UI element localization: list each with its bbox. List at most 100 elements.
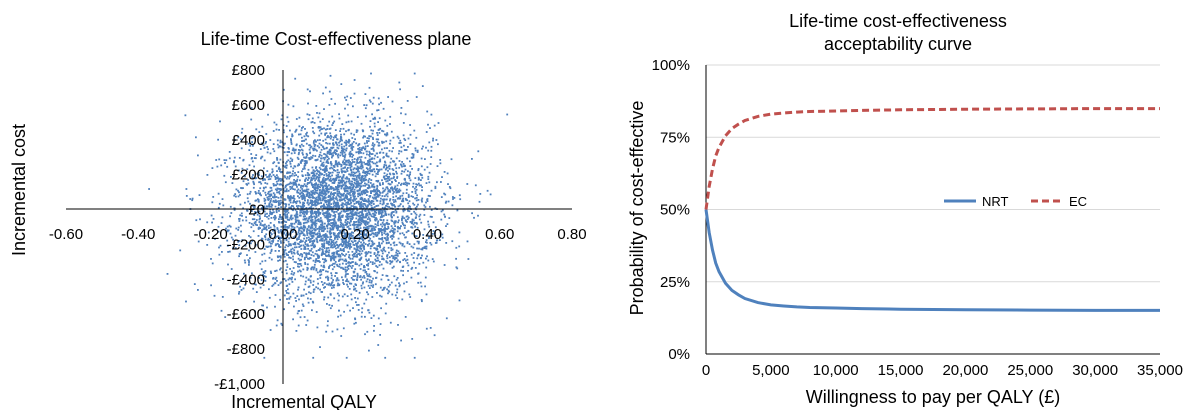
scatter-point [353, 92, 356, 95]
scatter-point [360, 149, 363, 151]
scatter-point [398, 241, 401, 244]
scatter-point [357, 195, 359, 198]
scatter-point [287, 183, 290, 186]
scatter-point [341, 252, 343, 255]
scatter-point [339, 216, 342, 219]
scatter-point [281, 236, 283, 239]
scatter-point [364, 222, 367, 225]
scatter-point [355, 197, 358, 200]
scatter-point [304, 243, 307, 246]
scatter-point [370, 148, 373, 150]
scatter-point [355, 221, 358, 223]
scatter-point [272, 208, 274, 211]
scatter-point [261, 220, 264, 222]
scatter-point [213, 294, 216, 297]
scatter-point [276, 200, 278, 203]
scatter-point [284, 142, 286, 145]
scatter-point [376, 195, 379, 198]
scatter-point [334, 275, 336, 277]
scatter-point [398, 81, 401, 84]
scatter-point [237, 226, 240, 229]
scatter-point [339, 218, 342, 221]
scatter-point [367, 209, 370, 212]
scatter-point [352, 307, 354, 309]
scatter-point [349, 202, 352, 205]
scatter-point [234, 234, 237, 237]
scatter-point [327, 253, 330, 256]
scatter-point [358, 170, 360, 173]
scatter-point [377, 189, 379, 192]
scatter-point [320, 128, 322, 131]
scatter-point [348, 152, 351, 154]
scatter-point [335, 174, 338, 177]
scatter-point [364, 175, 367, 178]
scatter-point [296, 250, 299, 253]
scatter-point [355, 321, 357, 324]
scatter-point [349, 211, 352, 214]
scatter-point [417, 168, 420, 170]
scatter-point [380, 223, 382, 226]
scatter-point [363, 199, 366, 202]
scatter-point [306, 182, 309, 184]
scatter-point [404, 252, 407, 254]
scatter-point [370, 233, 373, 236]
scatter-point [210, 214, 213, 217]
scatter-point [341, 152, 344, 154]
scatter-point [346, 235, 348, 238]
scatter-point [346, 244, 349, 247]
scatter-point [240, 212, 243, 215]
scatter-point [221, 216, 224, 219]
scatter-point [334, 261, 337, 263]
scatter-point [279, 255, 282, 258]
scatter-point [410, 268, 413, 270]
scatter-point [287, 147, 290, 149]
scatter-point [334, 149, 336, 152]
scatter-point [322, 244, 325, 247]
scatter-point [330, 272, 333, 275]
scatter-point [455, 257, 457, 260]
scatter-point [421, 189, 423, 192]
scatter-point [385, 152, 388, 155]
scatter-point [376, 248, 379, 251]
scatter-point [384, 223, 386, 226]
scatter-point [301, 136, 303, 139]
scatter-point [322, 161, 325, 164]
scatter-point [296, 225, 299, 228]
scatter-point [289, 160, 291, 163]
scatter-point [278, 200, 280, 202]
scatter-point [382, 267, 385, 270]
scatter-point [350, 298, 353, 301]
scatter-point [412, 202, 414, 205]
scatter-point [353, 227, 356, 229]
scatter-point [197, 154, 199, 157]
scatter-point [329, 264, 331, 267]
scatter-point [346, 269, 348, 272]
scatter-point [381, 232, 383, 234]
scatter-point [336, 192, 339, 195]
scatter-point [393, 275, 396, 278]
scatter-point [342, 253, 344, 256]
scatter-point [403, 258, 406, 260]
scatter-point [285, 269, 288, 272]
scatter-point [389, 161, 392, 164]
scatter-point [379, 246, 381, 249]
scatter-point [367, 198, 370, 200]
scatter-point [305, 162, 307, 165]
scatter-point [292, 195, 295, 197]
scatter-point [368, 281, 371, 284]
scatter-point [323, 190, 326, 192]
scatter-point [354, 275, 356, 277]
scatter-point [338, 258, 341, 261]
scatter-point [332, 206, 335, 208]
scatter-point [248, 149, 251, 151]
scatter-point [425, 293, 428, 296]
scatter-point [319, 217, 322, 219]
scatter-point [394, 163, 397, 166]
scatter-point [362, 129, 365, 132]
scatter-point [421, 200, 423, 203]
scatter-point [359, 179, 362, 182]
scatter-point [301, 188, 304, 190]
scatter-point [406, 241, 409, 243]
scatter-point [319, 247, 321, 250]
scatter-point [271, 211, 274, 214]
